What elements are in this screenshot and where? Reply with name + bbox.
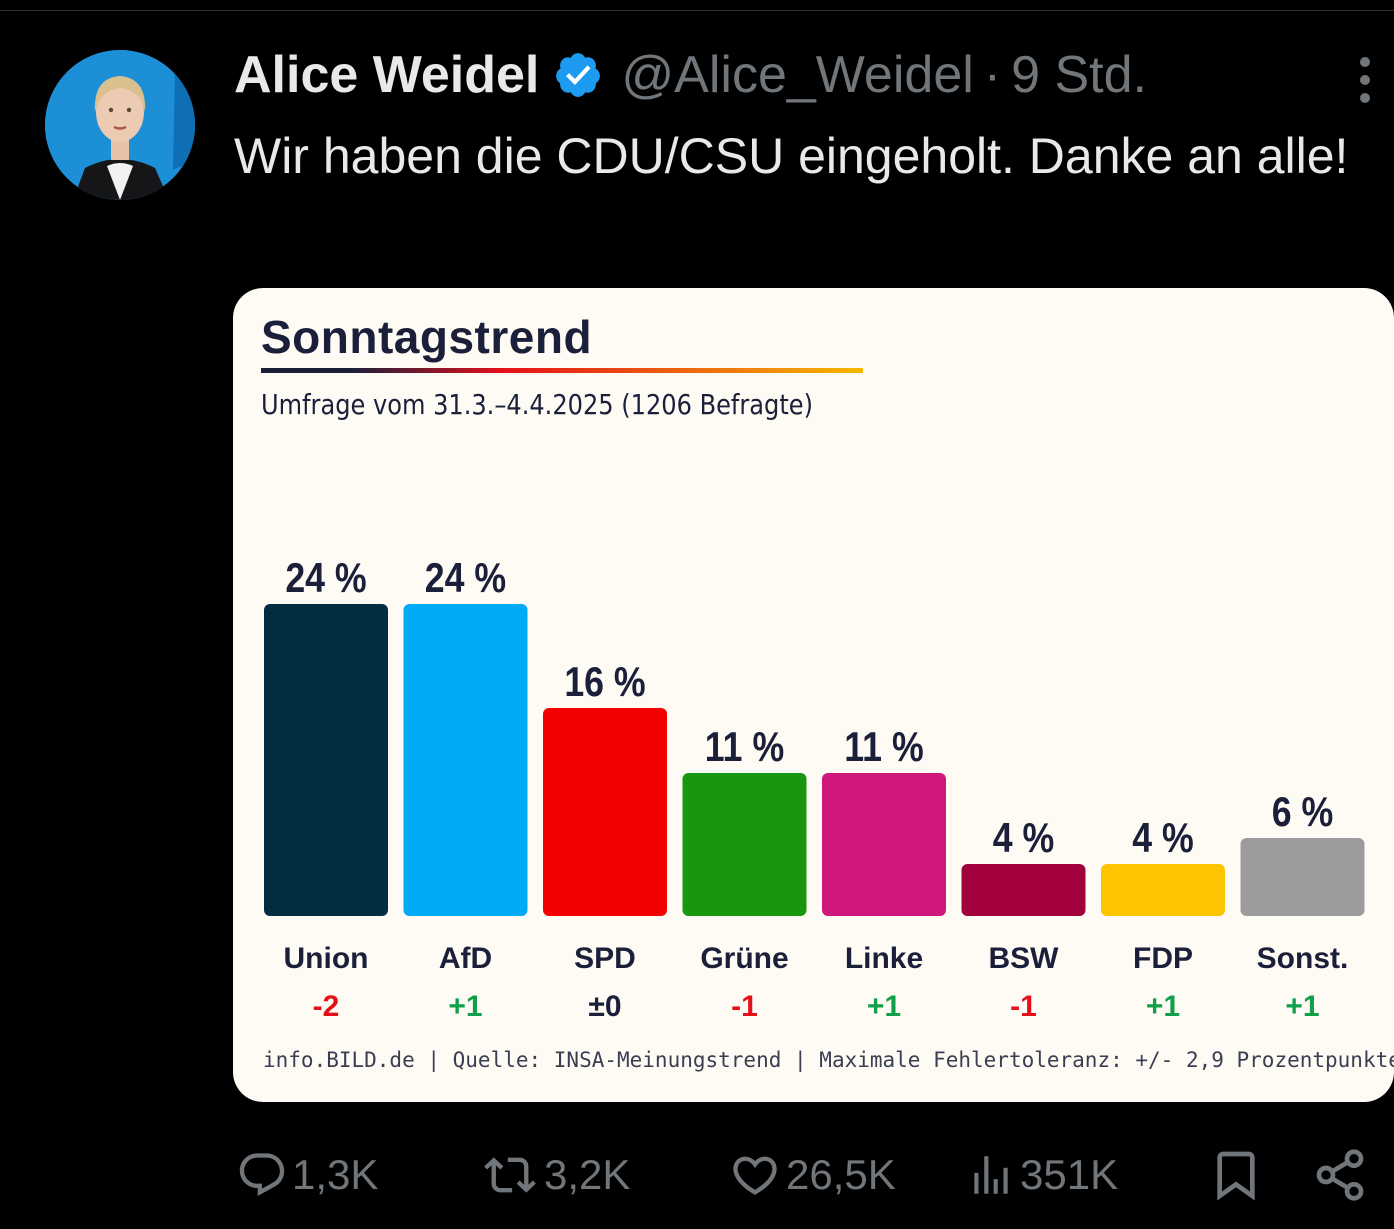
category-label: BSW [989,942,1060,975]
reply-icon [236,1149,288,1201]
change-label: ±0 [588,990,621,1023]
author-name[interactable]: Alice Weidel [234,46,540,104]
bar-union [264,604,388,916]
bar-sonst [1240,838,1365,916]
value-label: 11 % [705,724,784,770]
value-label: 6 % [1272,789,1334,835]
category-label: Sonst. [1257,942,1349,975]
change-label: +1 [1146,990,1180,1023]
action-bar: 1,3K 3,2K 26,5K 351K [0,1140,1394,1210]
category-label: Grüne [700,942,788,975]
change-label: +1 [448,990,482,1023]
chart-subtitle: Umfrage vom 31.3.–4.4.2025 (1206 Befragt… [261,388,813,421]
like-button[interactable]: 26,5K [728,1140,896,1210]
tweet-header: Alice Weidel @Alice_Weidel · 9 Std. [234,40,1147,110]
share-button[interactable] [1312,1140,1368,1210]
value-label: 24 % [425,555,506,601]
repost-button[interactable]: 3,2K [480,1140,630,1210]
title-underline [261,368,863,373]
author-handle[interactable]: @Alice_Weidel [621,46,974,104]
separator-dot: · [983,46,1002,104]
bar-afd [403,604,528,916]
verified-badge-icon [553,50,603,100]
top-divider [0,10,1394,11]
bar-spd [543,708,667,916]
category-label: SPD [574,942,636,975]
category-label: Union [284,942,369,975]
change-label: -2 [313,990,340,1023]
change-label: -1 [731,990,758,1023]
reply-count: 1,3K [292,1151,379,1198]
like-icon [728,1149,782,1201]
share-icon [1312,1147,1368,1203]
tweet-image-card[interactable]: Sonntagstrend Umfrage vom 31.3.–4.4.2025… [233,288,1394,1102]
change-label: +1 [1285,990,1319,1023]
value-label: 4 % [993,815,1055,861]
repost-count: 3,2K [544,1151,631,1198]
value-label: 11 % [844,724,923,770]
views-icon [966,1149,1016,1201]
tweet-text: Wir haben die CDU/CSU eingeholt. Danke a… [234,128,1349,184]
change-label: -1 [1010,990,1037,1023]
avatar[interactable] [45,50,195,200]
bar-chart: 24 % Union -2 24 % AfD +1 16 % SPD ±0 11 % Grüne -1… [264,555,1365,1023]
bar-grne [682,773,807,916]
bookmark-button[interactable] [1208,1140,1264,1210]
chart-footnote: info.BILD.de | Quelle: INSA-Meinungstren… [263,1048,1394,1072]
reply-button[interactable]: 1,3K [236,1140,378,1210]
like-count: 26,5K [786,1151,896,1198]
value-label: 24 % [285,555,366,601]
chart-title: Sonntagstrend [261,311,593,363]
views-button[interactable]: 351K [966,1140,1118,1210]
change-label: +1 [867,990,901,1023]
repost-icon [480,1149,540,1201]
tweet-time[interactable]: 9 Std. [1011,46,1147,104]
category-label: FDP [1133,942,1193,975]
more-options-icon[interactable] [1348,52,1382,112]
value-label: 4 % [1132,815,1194,861]
bar-bsw [961,864,1086,916]
category-label: AfD [439,942,492,975]
bar-fdp [1101,864,1225,916]
bar-linke [822,773,946,916]
value-label: 16 % [564,659,645,705]
views-count: 351K [1020,1151,1119,1198]
category-label: Linke [845,942,923,975]
bookmark-icon [1208,1145,1264,1205]
